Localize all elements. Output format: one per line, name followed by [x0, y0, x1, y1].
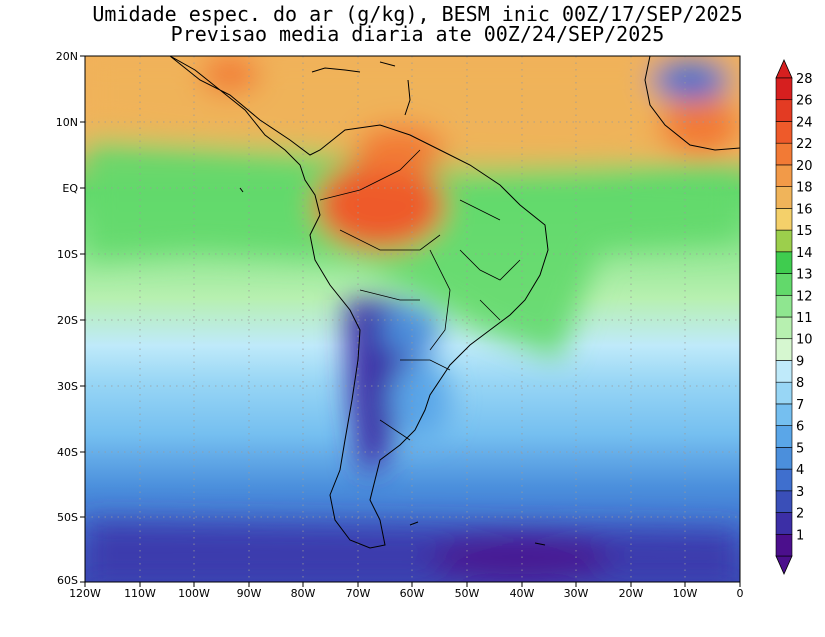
lon-label-20w: 20W [619, 587, 644, 600]
lon-label-70w: 70W [346, 587, 371, 600]
lat-label-10s: 10S [57, 248, 78, 261]
lat-label-60s: 60S [57, 574, 78, 587]
colorbar-label: 13 [796, 268, 813, 283]
lon-label-120w: 120W [69, 587, 101, 600]
colorbar-swatch [775, 186, 793, 209]
colorbar-swatch [775, 381, 793, 405]
colorbar-swatch [775, 403, 793, 426]
lon-label-40w: 40W [510, 587, 535, 600]
lon-label-110w: 110W [124, 587, 156, 600]
colorbar-swatch [775, 229, 793, 253]
lat-label-30s: 30S [57, 380, 78, 393]
colorbar-label: 6 [796, 420, 804, 435]
map-title-line1: Umidade espec. do ar (g/kg), BESM inic 0… [92, 2, 743, 26]
colorbar-swatch [775, 533, 793, 557]
lat-label-eq: EQ [62, 182, 78, 195]
lat-label-20s: 20S [57, 314, 78, 327]
colorbar-swatch [775, 164, 793, 187]
colorbar-swatch [775, 121, 793, 144]
lat-label-20n: 20N [56, 50, 78, 63]
lat-label-50s: 50S [57, 511, 78, 524]
colorbar-swatch [775, 294, 793, 318]
longitude-axis: 120W 110W 100W 90W 80W 70W 60W 50W 40W 3… [69, 582, 744, 600]
colorbar-label: 7 [796, 398, 804, 413]
colorbar-high-extension [775, 59, 793, 79]
colorbar-label: 14 [796, 246, 813, 261]
colorbar-swatch [775, 512, 793, 535]
lon-label-100w: 100W [178, 587, 210, 600]
colorbar-swatch [775, 77, 793, 101]
lon-label-60w: 60W [400, 587, 425, 600]
lon-label-30w: 30W [564, 587, 589, 600]
lat-label-10n: 10N [56, 116, 78, 129]
colorbar-label: 9 [796, 354, 804, 369]
colorbar-label: 26 [796, 94, 813, 109]
colorbar-label: 22 [796, 137, 813, 152]
colorbar-swatch [775, 316, 793, 340]
colorbar-swatch [775, 425, 793, 448]
colorbar-label: 3 [796, 485, 804, 500]
colorbar-swatch [775, 360, 793, 383]
colorbar-swatch [775, 490, 793, 513]
map-title-line2: Previsao media diaria ate 00Z/24/SEP/202… [170, 22, 665, 46]
humidity-field [85, 56, 740, 582]
lon-label-0: 0 [737, 587, 744, 600]
colorbar-label: 28 [796, 72, 813, 87]
latitude-axis: 20N 10N EQ 10S 20S 30S 40S 50S 60S [56, 50, 85, 587]
colorbar-label: 4 [796, 463, 804, 478]
country-borders [319, 149, 521, 441]
colorbar-label: 1 [796, 528, 804, 543]
colorbar-label: 18 [796, 181, 813, 196]
colorbar-swatch [775, 338, 793, 361]
colorbar-label: 2 [796, 507, 804, 522]
colorbar-label: 16 [796, 202, 813, 217]
colorbar-label: 20 [796, 159, 813, 174]
colorbar-label: 5 [796, 441, 804, 456]
colorbar-label: 8 [796, 376, 804, 391]
colorbar-swatch [775, 273, 793, 296]
colorbar-swatch [775, 142, 793, 166]
colorbar-label: 15 [796, 224, 813, 239]
lon-label-80w: 80W [291, 587, 316, 600]
coastlines [169, 56, 740, 549]
lon-label-90w: 90W [237, 587, 262, 600]
lat-label-40s: 40S [57, 446, 78, 459]
colorbar-label: 10 [796, 333, 813, 348]
colorbar-label: 11 [796, 311, 813, 326]
colorbar-low-extension [775, 555, 793, 575]
lon-label-50w: 50W [455, 587, 480, 600]
colorbar-swatch [775, 468, 793, 492]
colorbar-label: 24 [796, 115, 813, 130]
colorbar-swatch [775, 208, 793, 231]
colorbar-swatch [775, 251, 793, 274]
colorbar-swatch [775, 447, 793, 470]
lon-label-10w: 10W [673, 587, 698, 600]
colorbar-label: 12 [796, 289, 813, 304]
colorbar-swatch [775, 99, 793, 122]
